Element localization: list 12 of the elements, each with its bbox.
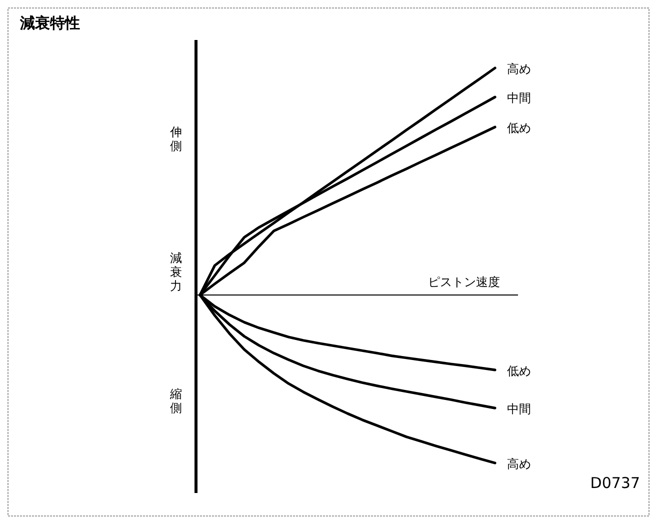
series-label: 低め <box>507 121 531 136</box>
text: 伸側 <box>169 125 182 153</box>
series-label: 中間 <box>507 91 531 106</box>
series-label: 高め <box>507 456 531 471</box>
x-axis-title: ピストン速度 <box>428 275 500 289</box>
series-label: 低め <box>507 364 531 378</box>
text: 縮側 <box>169 387 182 415</box>
text: 減衰特性 <box>19 14 80 32</box>
series-label: 高め <box>507 62 531 76</box>
y-axis-title: 減衰力 <box>170 251 182 293</box>
series-label: 中間 <box>507 402 531 416</box>
text: D0737 <box>590 474 640 492</box>
